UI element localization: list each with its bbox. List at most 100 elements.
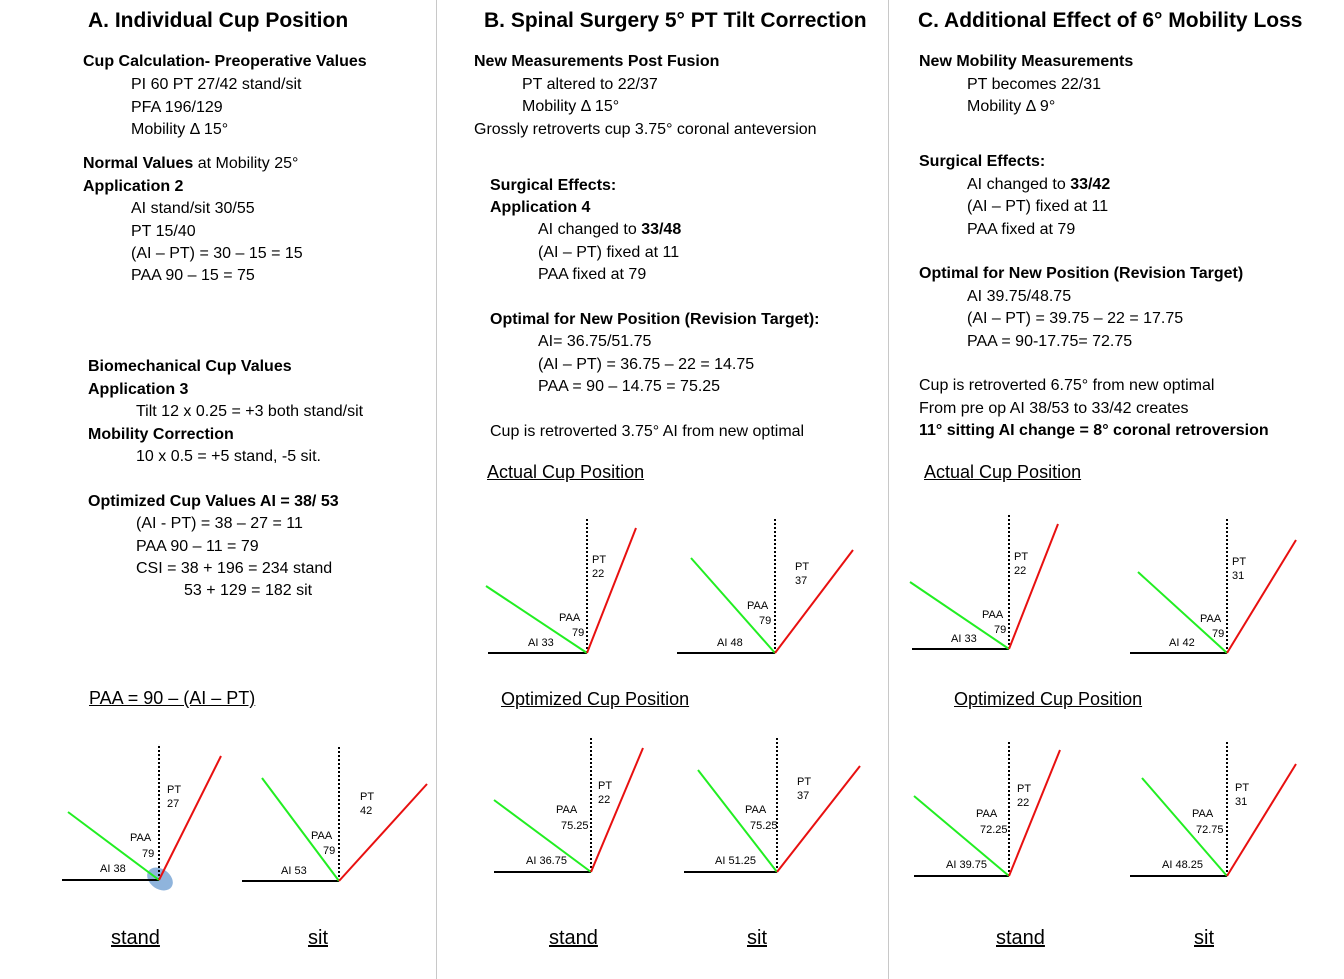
paa-value: 79 [572,627,584,639]
ai-label: AI 33 [528,637,554,649]
optimized-value: 38/ 53 [294,493,339,510]
optimal-line: AI= 36.75/51.75 [538,333,652,350]
ai-changed-line: AI changed to 33/42 [967,175,1110,195]
retro-line: From pre op AI 38/53 to 33/42 creates [919,400,1189,417]
paa-label: PAA [130,832,152,844]
paa-label: PAA [311,830,333,842]
green-line [690,557,776,654]
pt-label: PT [360,791,374,803]
pt-label: PT [592,554,606,566]
ai-label: AI 48.25 [1162,859,1203,871]
pt-value: 42 [360,805,372,817]
separator-bc [888,0,889,979]
ai-label: AI 36.75 [526,855,567,867]
stand-label: stand [549,927,598,949]
green-line [261,777,340,882]
angle-diagram-b-opt-sit: AI 51.25 PAA 75.25 PT 37 [684,738,861,873]
paa-value: 72.75 [1196,824,1224,836]
ai-changed-line: AI changed to 33/48 [538,220,681,240]
ai-label: AI 33 [951,633,977,645]
paa-label: PAA [747,600,769,612]
cup-calc-line: PI 60 PT 27/42 stand/sit [131,76,302,93]
normal-line: AI stand/sit 30/55 [131,200,255,217]
paa-label: PAA [976,808,998,820]
ai-label: AI 53 [281,865,307,877]
paa-value: 75.25 [561,820,589,832]
red-line [776,765,861,873]
optimal-line: (AI – PT) = 36.75 – 22 = 14.75 [538,356,755,373]
panel-a-title: A. Individual Cup Position [88,9,349,32]
angle-diagram-a-sit: AI 53 PAA 79 PT 42 [242,746,428,882]
normal-values-bold: Normal Values [83,155,194,172]
angle-diagram-b-actual-stand: AI 33 PAA 79 PT 22 [485,518,637,654]
red-line [338,783,428,882]
optimal-line: PAA = 90 – 14.75 = 75.25 [538,378,721,395]
retro-line: Grossly retroverts cup 3.75° coronal ant… [474,121,817,138]
biomech-heading: Biomechanical Cup Values [88,358,292,375]
new-meas-line: PT altered to 22/37 [522,76,658,93]
surgical-heading: Surgical Effects: [919,153,1046,170]
pt-value: 37 [797,790,809,802]
angle-diagram-c-actual-sit: AI 42 PAA 79 PT 31 [1130,518,1297,654]
stand-label: stand [111,927,160,949]
pt-value: 22 [598,794,610,806]
surgical-line: PAA fixed at 79 [967,221,1076,238]
actual-heading: Actual Cup Position [487,462,645,482]
paa-label: PAA [982,609,1004,621]
application-2-heading: Application 2 [83,178,184,195]
surgical-line: PAA fixed at 79 [538,266,647,283]
new-mob-line: Mobility Δ 9° [967,98,1056,115]
surgical-line: (AI – PT) fixed at 11 [538,244,680,261]
angle-diagram-a-stand: AI 38 PAA 79 PT 27 [62,744,222,891]
paa-value: 79 [994,624,1006,636]
paa-label: PAA [745,804,767,816]
optimized-line: (AI - PT) = 38 – 27 = 11 [136,515,303,532]
surgical-heading: Surgical Effects: [490,177,617,194]
new-mob-heading: New Mobility Measurements [919,53,1134,70]
optimized-heading: Optimized Cup Position [954,689,1143,709]
stand-label: stand [996,927,1045,949]
pt-label: PT [598,780,612,792]
normal-line: (AI – PT) = 30 – 15 = 15 [131,245,303,262]
optimal-line: AI 39.75/48.75 [967,288,1072,305]
ai-changed-prefix: AI changed to [967,176,1071,193]
sit-label: sit [747,927,767,949]
panel-c-title: C. Additional Effect of 6° Mobility Loss [918,9,1303,32]
new-mob-line: PT becomes 22/31 [967,76,1102,93]
sit-label: sit [308,927,328,949]
optimized-heading: Optimized Cup Position [501,689,690,709]
green-line [67,811,160,881]
surgical-line: (AI – PT) fixed at 11 [967,198,1109,215]
green-line [913,795,1010,877]
optimized-line: PAA 90 – 11 = 79 [136,538,259,555]
ai-changed-value: 33/42 [1070,176,1111,193]
green-line [485,585,588,654]
green-line [1141,777,1228,877]
optimal-heading: Optimal for New Position (Revision Targe… [490,311,820,328]
retro-bold-line: 11° sitting AI change = 8° coronal retro… [919,422,1269,439]
green-line [909,581,1010,650]
application-3-heading: Application 3 [88,381,189,398]
optimized-line: 53 + 129 = 182 sit [184,582,313,599]
paa-label: PAA [1192,808,1214,820]
mobility-heading: Mobility Correction [88,426,234,443]
optimized-prefix: Optimized Cup Values AI = [88,493,295,510]
red-line [590,747,644,873]
sit-label: sit [1194,927,1214,949]
paa-label: PAA [556,804,578,816]
pt-label: PT [795,561,809,573]
actual-heading: Actual Cup Position [924,462,1082,482]
optimal-line: PAA = 90-17.75= 72.75 [967,333,1133,350]
angle-diagram-c-opt-sit: AI 48.25 PAA 72.75 PT 31 [1130,742,1297,877]
optimal-heading: Optimal for New Position (Revision Targe… [919,265,1244,282]
pt-value: 31 [1232,570,1244,582]
green-line [493,799,592,873]
pt-value: 22 [1014,565,1026,577]
pt-label: PT [1235,782,1249,794]
ai-label: AI 42 [1169,637,1195,649]
paa-value: 72.25 [980,824,1008,836]
panel-b-title: B. Spinal Surgery 5° PT Tilt Correction [484,9,867,32]
pt-value: 37 [795,575,807,587]
application-4-heading: Application 4 [490,199,591,216]
new-meas-line: Mobility Δ 15° [522,98,620,115]
